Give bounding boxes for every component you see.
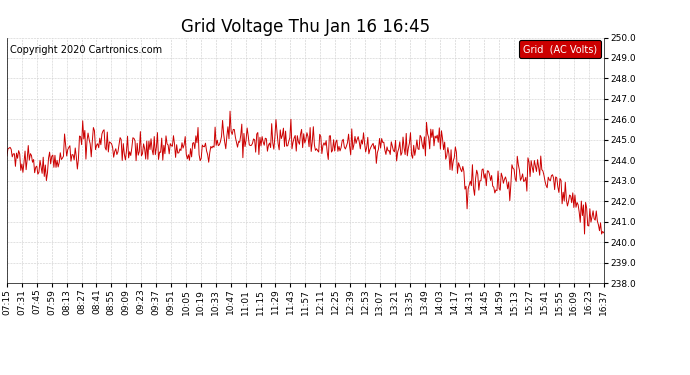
Text: Copyright 2020 Cartronics.com: Copyright 2020 Cartronics.com: [10, 45, 162, 55]
Title: Grid Voltage Thu Jan 16 16:45: Grid Voltage Thu Jan 16 16:45: [181, 18, 430, 36]
Legend: Grid  (AC Volts): Grid (AC Volts): [519, 40, 601, 58]
